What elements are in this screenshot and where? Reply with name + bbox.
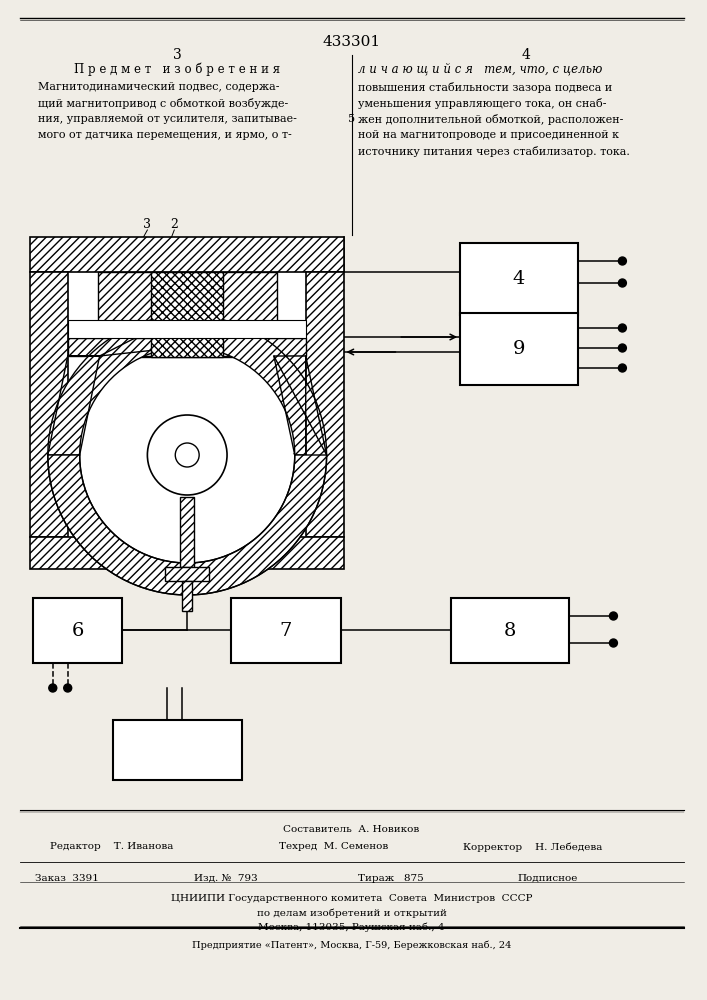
Bar — [33, 598, 122, 663]
Bar — [231, 598, 341, 663]
Text: жен дополнительной обмоткой, расположен-: жен дополнительной обмоткой, расположен- — [358, 114, 624, 125]
Text: по делам изобретений и открытий: по делам изобретений и открытий — [257, 908, 446, 918]
Text: Корректор    Н. Лебедева: Корректор Н. Лебедева — [463, 842, 602, 852]
Text: повышения стабильности зазора подвеса и: повышения стабильности зазора подвеса и — [358, 82, 613, 93]
Circle shape — [619, 344, 626, 352]
Text: Техред  М. Семенов: Техред М. Семенов — [279, 842, 388, 851]
Circle shape — [64, 684, 71, 692]
Polygon shape — [192, 315, 327, 455]
Text: Тираж   875: Тираж 875 — [358, 874, 424, 883]
Bar — [180, 497, 194, 567]
Text: 9: 9 — [513, 340, 525, 358]
Text: Заказ  3391: Заказ 3391 — [35, 874, 99, 883]
Text: 8: 8 — [503, 621, 516, 640]
Text: л и ч а ю щ и й с я   тем, что, с целью: л и ч а ю щ и й с я тем, что, с целью — [358, 62, 603, 75]
Bar — [68, 338, 305, 356]
Bar — [305, 272, 344, 537]
Text: П р е д м е т   и з о б р е т е н и я: П р е д м е т и з о б р е т е н и я — [74, 62, 280, 76]
Polygon shape — [48, 315, 182, 455]
Bar — [460, 243, 578, 315]
Text: Москва, 113035, Раушская наб., 4: Москва, 113035, Раушская наб., 4 — [258, 922, 445, 932]
Circle shape — [609, 612, 617, 620]
Circle shape — [147, 415, 227, 495]
Text: мого от датчика перемещения, и ярмо, о т-: мого от датчика перемещения, и ярмо, о т… — [38, 130, 291, 140]
Text: Редактор    Т. Иванова: Редактор Т. Иванова — [49, 842, 173, 851]
Text: Предприятие «Патент», Москва, Г-59, Бережковская наб., 24: Предприятие «Патент», Москва, Г-59, Бере… — [192, 940, 511, 950]
Polygon shape — [80, 356, 295, 563]
Text: 433301: 433301 — [322, 35, 380, 49]
Text: 2: 2 — [170, 219, 178, 232]
Text: источнику питания через стабилизатор. тока.: источнику питания через стабилизатор. то… — [358, 146, 631, 157]
Bar — [30, 272, 68, 537]
Polygon shape — [48, 455, 327, 595]
Circle shape — [619, 257, 626, 265]
Bar — [68, 272, 305, 537]
Bar — [182, 581, 192, 611]
Bar — [30, 237, 344, 272]
Text: уменьшения управляющего тока, он снаб-: уменьшения управляющего тока, он снаб- — [358, 98, 607, 109]
Text: Изд. №  793: Изд. № 793 — [194, 874, 258, 883]
Text: ния, управляемой от усилителя, запитывае-: ния, управляемой от усилителя, запитывае… — [38, 114, 297, 124]
Text: Магнитодинамический подвес, содержа-: Магнитодинамический подвес, содержа- — [38, 82, 279, 92]
Text: 5: 5 — [210, 502, 218, 514]
Text: 4: 4 — [513, 270, 525, 288]
Text: Составитель  А. Новиков: Составитель А. Новиков — [284, 825, 420, 834]
Text: 3: 3 — [144, 219, 151, 232]
Circle shape — [175, 443, 199, 467]
Bar — [151, 272, 223, 357]
Text: 5: 5 — [348, 114, 355, 124]
Bar — [460, 313, 578, 385]
Bar — [68, 320, 305, 338]
Text: 6: 6 — [71, 621, 84, 640]
Circle shape — [609, 639, 617, 647]
Bar — [165, 567, 209, 581]
Bar — [129, 322, 244, 357]
Text: Подписное: Подписное — [518, 874, 578, 883]
Bar — [98, 272, 277, 322]
Circle shape — [619, 279, 626, 287]
Bar — [30, 537, 344, 569]
Text: 7: 7 — [279, 621, 292, 640]
Text: 1: 1 — [289, 453, 298, 467]
Text: ной на магнитопроводе и присоединенной к: ной на магнитопроводе и присоединенной к — [358, 130, 619, 140]
Circle shape — [619, 324, 626, 332]
Text: щий магнитопривод с обмоткой возбужде-: щий магнитопривод с обмоткой возбужде- — [38, 98, 288, 109]
Text: ЦНИИПИ Государственного комитета  Совета  Министров  СССР: ЦНИИПИ Государственного комитета Совета … — [171, 894, 532, 903]
Bar — [451, 598, 568, 663]
Bar — [112, 720, 242, 780]
Text: 3: 3 — [173, 48, 182, 62]
Circle shape — [619, 364, 626, 372]
Circle shape — [49, 684, 57, 692]
Text: 4: 4 — [521, 48, 530, 62]
